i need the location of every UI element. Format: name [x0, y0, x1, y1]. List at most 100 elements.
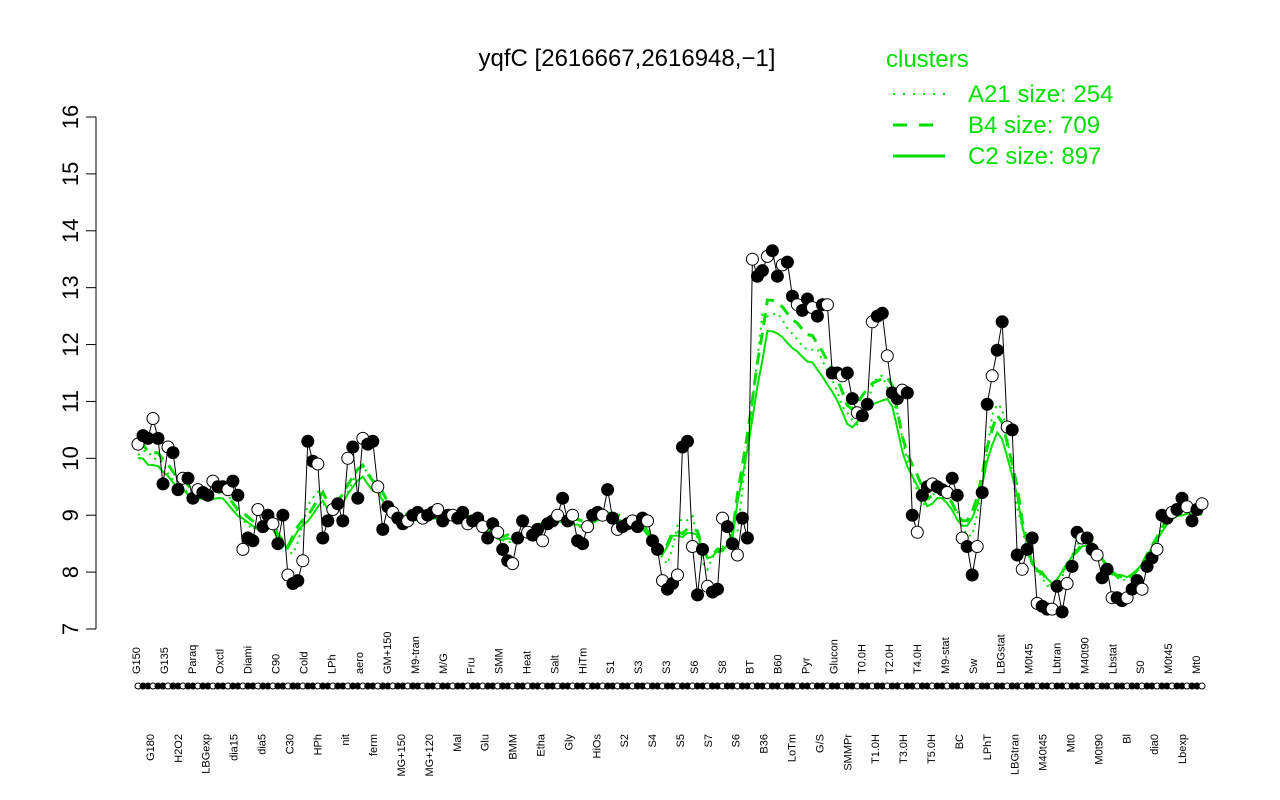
data-point [780, 255, 794, 269]
x-tick-label: MG+120 [424, 734, 436, 777]
x-tick-label: M40t90 [1079, 637, 1091, 674]
series-line-a21 [137, 312, 1203, 589]
x-tick-label: dia0 [1149, 734, 1161, 755]
data-point [171, 483, 185, 497]
data-point [566, 508, 580, 522]
x-tick-label: T5.0H [926, 734, 938, 764]
x-tick-label: T4.0H [912, 644, 924, 674]
x-tick-label: dia5 [257, 734, 269, 755]
data-point [371, 480, 385, 494]
x-tick-label: Lbstat [1107, 644, 1119, 674]
data-point [681, 434, 694, 448]
x-tick-label: C30 [284, 734, 296, 754]
x-tick-label: S6 [731, 734, 743, 747]
x-tick-label: M40t45 [1038, 734, 1050, 771]
data-point [146, 412, 160, 425]
x-tick-label: BC [954, 734, 966, 749]
data-point [351, 491, 365, 505]
y-tick-label: 16 [58, 105, 83, 129]
y-tick-label: 8 [58, 566, 83, 578]
data-point [985, 369, 999, 383]
data-point [745, 252, 759, 266]
data-point [905, 508, 919, 522]
data-point [875, 306, 889, 320]
data-point [671, 568, 684, 582]
data-point [606, 511, 620, 525]
x-tick-label: S1 [605, 661, 617, 674]
data-point [1135, 582, 1149, 596]
y-tick-label: 14 [58, 219, 83, 243]
data-point [820, 298, 834, 312]
data-point [531, 522, 545, 536]
x-tick-label: T1.0H [870, 734, 882, 764]
x-tick-label: B60 [773, 654, 785, 674]
data-point [1195, 497, 1209, 511]
data-point [301, 434, 315, 448]
data-point [880, 349, 894, 363]
x-tick-label: G150 [131, 647, 143, 674]
data-point [696, 542, 709, 556]
x-tick-label: G135 [159, 647, 171, 674]
data-point [1150, 542, 1164, 556]
x-tick-label: M0t45 [1024, 643, 1036, 674]
data-point [1060, 577, 1074, 590]
x-tick-label: nit [340, 734, 352, 746]
x-tick-label: C90 [271, 654, 283, 674]
x-tick-label: Mal [452, 734, 464, 752]
data-point [770, 269, 784, 283]
data-point [491, 525, 505, 539]
data-point [1065, 559, 1079, 573]
data-point [1100, 562, 1114, 576]
data-point [296, 554, 310, 568]
data-point [840, 366, 854, 380]
data-point [551, 508, 565, 522]
x-tick-label: S4 [647, 734, 659, 747]
data-point [1080, 531, 1094, 545]
x-tick-label: aero [354, 652, 366, 674]
x-tick-label: HPh [312, 734, 324, 755]
data-point [900, 386, 914, 400]
data-point [995, 315, 1009, 329]
data-point [1025, 531, 1039, 545]
data-points [131, 244, 1209, 619]
x-tick-label: M0t45 [1163, 643, 1175, 674]
x-tick-label: Lbexp [1177, 734, 1189, 764]
x-tick-label: MG+150 [396, 734, 408, 777]
data-point [331, 497, 345, 511]
data-point [251, 503, 265, 516]
x-tick-label: BMM [508, 734, 520, 760]
y-tick-label: 7 [58, 623, 83, 635]
y-tick-label: 13 [58, 275, 83, 299]
x-tick-label: LoTm [787, 734, 799, 762]
x-tick-label: Bl [1121, 734, 1133, 744]
x-tick-label: Glucon [828, 639, 840, 674]
y-axis: 7 8 9 10 11 12 13 14 15 16 [58, 105, 96, 635]
data-point [226, 474, 240, 488]
data-point [740, 531, 754, 545]
x-tick-label: Cold [298, 651, 310, 674]
x-tick-label: Heat [522, 651, 534, 674]
data-point [720, 520, 734, 534]
y-tick-label: 10 [58, 446, 83, 470]
x-axis-labels: G150 G180 G135 H2O2 Paraq LBGexp Oxctl dia15 Dia… [131, 632, 1203, 777]
series-line-c2 [137, 329, 1203, 585]
data-point [945, 471, 959, 485]
data-point [336, 514, 350, 528]
data-point [556, 491, 570, 505]
y-tick-label: 11 [58, 390, 83, 413]
x-tick-label: S7 [703, 734, 715, 747]
data-point [1005, 423, 1019, 437]
data-point [511, 531, 525, 545]
x-tick-label: GM+150 [382, 632, 394, 675]
x-tick-label: T2.0H [884, 644, 896, 674]
x-tick-label: ferm [368, 734, 380, 756]
data-point [181, 471, 195, 485]
data-point [711, 582, 724, 596]
data-point [950, 488, 964, 502]
x-tick-label: Diami [243, 646, 255, 674]
x-tick-label: Oxctl [215, 649, 227, 674]
data-point [276, 508, 290, 522]
x-tick-label: M9-stat [940, 637, 952, 674]
legend-label-b4: B4 size: 709 [968, 112, 1100, 139]
data-point [431, 503, 445, 516]
